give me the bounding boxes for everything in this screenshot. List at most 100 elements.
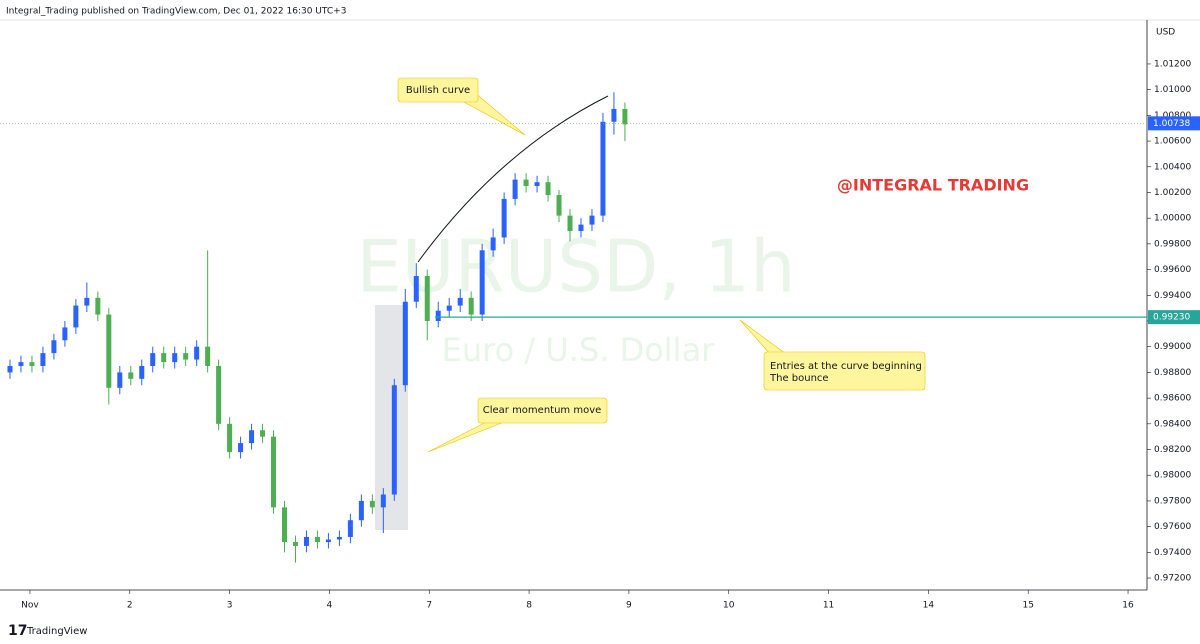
bullish-curve bbox=[417, 95, 609, 263]
candle-body bbox=[325, 539, 331, 543]
candle-body bbox=[194, 346, 200, 360]
x-tick-label: 16 bbox=[1122, 601, 1134, 611]
candle-body bbox=[611, 108, 617, 122]
candle-body bbox=[622, 108, 628, 125]
y-tick-label: 0.98600 bbox=[1154, 394, 1191, 404]
last-price-tag bbox=[1148, 116, 1200, 131]
y-tick-label: 1.00600 bbox=[1154, 137, 1191, 147]
x-tick-label: 4 bbox=[327, 601, 333, 611]
candle-body bbox=[84, 297, 90, 306]
watermark-subtitle: Euro / U.S. Dollar bbox=[442, 331, 716, 369]
candle-body bbox=[7, 365, 13, 373]
candle-body bbox=[183, 353, 189, 360]
candle-body bbox=[567, 215, 573, 232]
candle-body bbox=[501, 198, 507, 238]
x-tick-label: 15 bbox=[1022, 601, 1033, 611]
y-tick-label: 0.99000 bbox=[1154, 342, 1191, 352]
candle-body bbox=[271, 436, 277, 508]
candle-body bbox=[303, 536, 309, 546]
axis-unit: USD bbox=[1156, 28, 1175, 38]
candle-body bbox=[336, 536, 342, 540]
candle-body bbox=[468, 297, 474, 315]
candle-body bbox=[18, 362, 24, 366]
candle-body bbox=[249, 430, 255, 444]
callout-box bbox=[397, 77, 479, 103]
y-tick-label: 0.97200 bbox=[1154, 574, 1191, 584]
level-tag bbox=[1148, 310, 1200, 325]
x-tick-label: 14 bbox=[923, 601, 935, 611]
candle-body bbox=[391, 385, 397, 495]
candle-body bbox=[292, 542, 298, 546]
candle-body bbox=[95, 297, 101, 315]
callout-box bbox=[477, 397, 608, 424]
x-tick-label: 7 bbox=[426, 601, 432, 611]
candle-body bbox=[314, 536, 320, 543]
x-tick-label: 9 bbox=[626, 601, 632, 611]
candle-body bbox=[369, 500, 375, 508]
candle-body bbox=[227, 423, 233, 453]
candle-body bbox=[534, 182, 540, 187]
y-tick-label: 1.01200 bbox=[1154, 59, 1191, 69]
candle-body bbox=[238, 443, 244, 453]
candle-body bbox=[600, 121, 606, 216]
y-tick-label: 0.99800 bbox=[1154, 239, 1191, 249]
candle-body bbox=[435, 310, 441, 322]
y-tick-label: 0.98200 bbox=[1154, 445, 1191, 455]
candle-body bbox=[358, 500, 364, 521]
y-tick-label: 0.98400 bbox=[1154, 419, 1191, 429]
y-tick-label: 1.00400 bbox=[1154, 162, 1191, 172]
momentum-zone bbox=[375, 305, 408, 530]
y-tick-label: 0.97600 bbox=[1154, 522, 1191, 532]
level-label: 0.99230 bbox=[1153, 313, 1190, 323]
callout-text: The bounce bbox=[769, 373, 829, 384]
x-tick-label: 2 bbox=[127, 601, 133, 611]
candle-body bbox=[161, 353, 167, 363]
candle-body bbox=[446, 305, 452, 311]
candle-body bbox=[117, 372, 123, 388]
last-price-label: 1.00738 bbox=[1153, 119, 1190, 129]
candle-body bbox=[172, 353, 178, 363]
candle-body bbox=[216, 365, 222, 424]
candles bbox=[7, 92, 628, 563]
y-tick-label: 0.99600 bbox=[1154, 265, 1191, 275]
candle-body bbox=[29, 362, 35, 366]
candle-body bbox=[139, 365, 145, 379]
candle-body bbox=[282, 507, 288, 543]
callout-text: Clear momentum move bbox=[483, 405, 602, 416]
y-tick-label: 0.99400 bbox=[1154, 291, 1191, 301]
y-tick-label: 1.01000 bbox=[1154, 85, 1191, 95]
candle-body bbox=[347, 520, 353, 537]
y-tick-label: 0.97400 bbox=[1154, 548, 1191, 558]
candle-body bbox=[40, 353, 46, 366]
y-tick-label: 1.00000 bbox=[1154, 214, 1191, 224]
y-tick-label: 0.98800 bbox=[1154, 368, 1191, 378]
x-tick-label: Nov bbox=[21, 601, 39, 611]
candle-body bbox=[479, 250, 485, 315]
candle-body bbox=[402, 301, 408, 386]
x-tick-label: 10 bbox=[723, 601, 735, 611]
candle-body bbox=[205, 346, 211, 366]
candle-body bbox=[545, 182, 551, 196]
candle-body bbox=[73, 305, 79, 328]
candle-body bbox=[490, 237, 496, 251]
footer-logo: 𝟭𝟳 bbox=[8, 623, 27, 639]
x-tick-label: 11 bbox=[823, 601, 834, 611]
candle-body bbox=[512, 179, 518, 199]
candle-body bbox=[380, 494, 386, 508]
candle-body bbox=[589, 215, 595, 225]
candle-body bbox=[128, 372, 134, 379]
candle-body bbox=[578, 224, 584, 232]
y-tick-label: 0.97800 bbox=[1154, 496, 1191, 506]
callout-box bbox=[763, 351, 926, 391]
candle-body bbox=[106, 314, 112, 388]
callout-text: Bullish curve bbox=[406, 85, 470, 96]
candle-body bbox=[556, 195, 562, 216]
candle-body bbox=[51, 340, 57, 354]
candle-body bbox=[150, 353, 156, 366]
x-tick-label: 3 bbox=[227, 601, 233, 611]
y-tick-label: 1.00200 bbox=[1154, 188, 1191, 198]
footer: TradingView bbox=[26, 626, 87, 637]
candle-body bbox=[523, 179, 529, 187]
